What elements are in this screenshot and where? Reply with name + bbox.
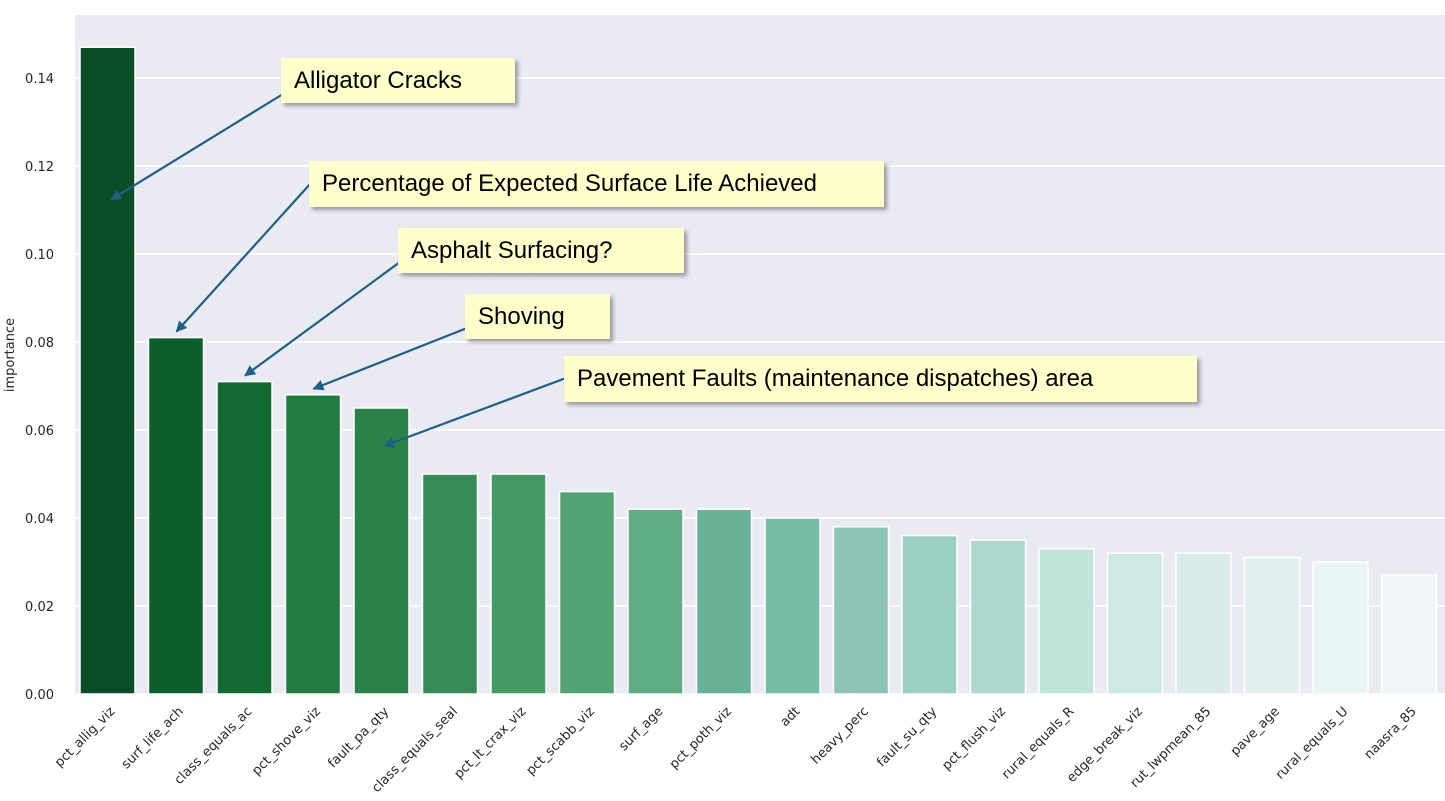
y-tick-label: 0.08 — [25, 336, 54, 351]
bar-fault-pa-qty — [353, 407, 410, 695]
y-tick-label: 0.02 — [25, 600, 54, 615]
bar-pct-lt-crax-viz — [490, 473, 547, 695]
bar-surf-age — [627, 508, 684, 695]
bar-pct-scabb-viz — [558, 490, 616, 695]
y-tick-label: 0.00 — [25, 688, 54, 703]
annotation-arrow — [312, 326, 468, 391]
bar-fault-su-qty — [901, 534, 958, 695]
x-tick-label: rural_equals_U — [1273, 704, 1351, 782]
callout-pavement-faults: Pavement Faults (maintenance dispatches)… — [564, 356, 1197, 402]
y-tick-labels: 0.00 0.02 0.04 0.06 0.08 0.10 0.12 0.14 — [25, 72, 54, 703]
x-tick-label: pct_allig_viz — [52, 704, 118, 770]
x-tick-labels: pct_allig_viz surf_life_achclass_equals_a… — [52, 704, 1420, 796]
bar-rural-equals-U — [1312, 561, 1369, 695]
annotation-arrow — [244, 261, 401, 377]
y-axis-label: importance — [3, 318, 18, 392]
bar-naasra-85 — [1380, 574, 1438, 695]
x-tick-label: pct_shove_viz — [249, 704, 324, 779]
bar-pct-allig-viz — [79, 46, 136, 695]
bar-pct-poth-viz — [695, 508, 753, 695]
annotation-arrow — [110, 93, 284, 201]
bars — [79, 46, 1438, 695]
callout-asphalt-surfacing: Asphalt Surfacing? — [398, 228, 684, 273]
y-tick-label: 0.10 — [25, 248, 54, 263]
y-tick-label: 0.14 — [25, 72, 54, 87]
plot-background — [75, 15, 1445, 694]
callout-surface-life-achieved: Percentage of Expected Surface Life Achi… — [309, 161, 884, 207]
bar-rural-equals-R — [1038, 548, 1095, 695]
callout-alligator-cracks: Alligator Cracks — [281, 58, 515, 103]
y-tick-label: 0.06 — [25, 424, 54, 439]
x-tick-label: fault_su_qty — [874, 704, 940, 770]
x-tick-label: naasra_85 — [1362, 704, 1420, 762]
bar-pct-flush-viz — [969, 539, 1027, 695]
bar-class-equals-ac — [216, 380, 273, 695]
bar-class-equals-seal — [421, 473, 479, 695]
annotation-arrows — [110, 93, 567, 448]
bar-rut-lwpmean-85 — [1175, 552, 1232, 695]
x-tick-label: heavy_perc — [809, 704, 872, 767]
x-tick-label: adt — [778, 704, 804, 730]
bar-heavy-perc — [832, 526, 890, 695]
y-tick-label: 0.12 — [25, 160, 54, 175]
x-tick-label: pct_scabb_viz — [524, 704, 598, 778]
x-tick-label: pct_lt_crax_viz — [452, 704, 530, 782]
x-tick-label: fault_pa_qty — [325, 704, 392, 771]
annotation-arrow — [382, 376, 567, 448]
bar-surf-life-ach — [147, 336, 205, 695]
x-tick-label: surf_life_ach — [119, 704, 187, 772]
annotation-arrow — [175, 182, 312, 333]
x-tick-label: pct_poth_viz — [667, 704, 735, 772]
bar-pct-shove-viz — [284, 394, 342, 695]
bar-adt — [764, 517, 821, 695]
y-tick-label: 0.04 — [25, 512, 54, 527]
x-tick-label: rural_equals_R — [999, 704, 1077, 782]
callout-shoving: Shoving — [465, 294, 610, 339]
x-tick-label: pct_flush_viz — [939, 704, 1008, 773]
x-tick-label: pave_age — [1228, 704, 1283, 759]
x-tick-label: surf_age — [616, 704, 666, 754]
bar-pave-age — [1243, 556, 1301, 695]
bar-edge-break-viz — [1106, 552, 1164, 695]
